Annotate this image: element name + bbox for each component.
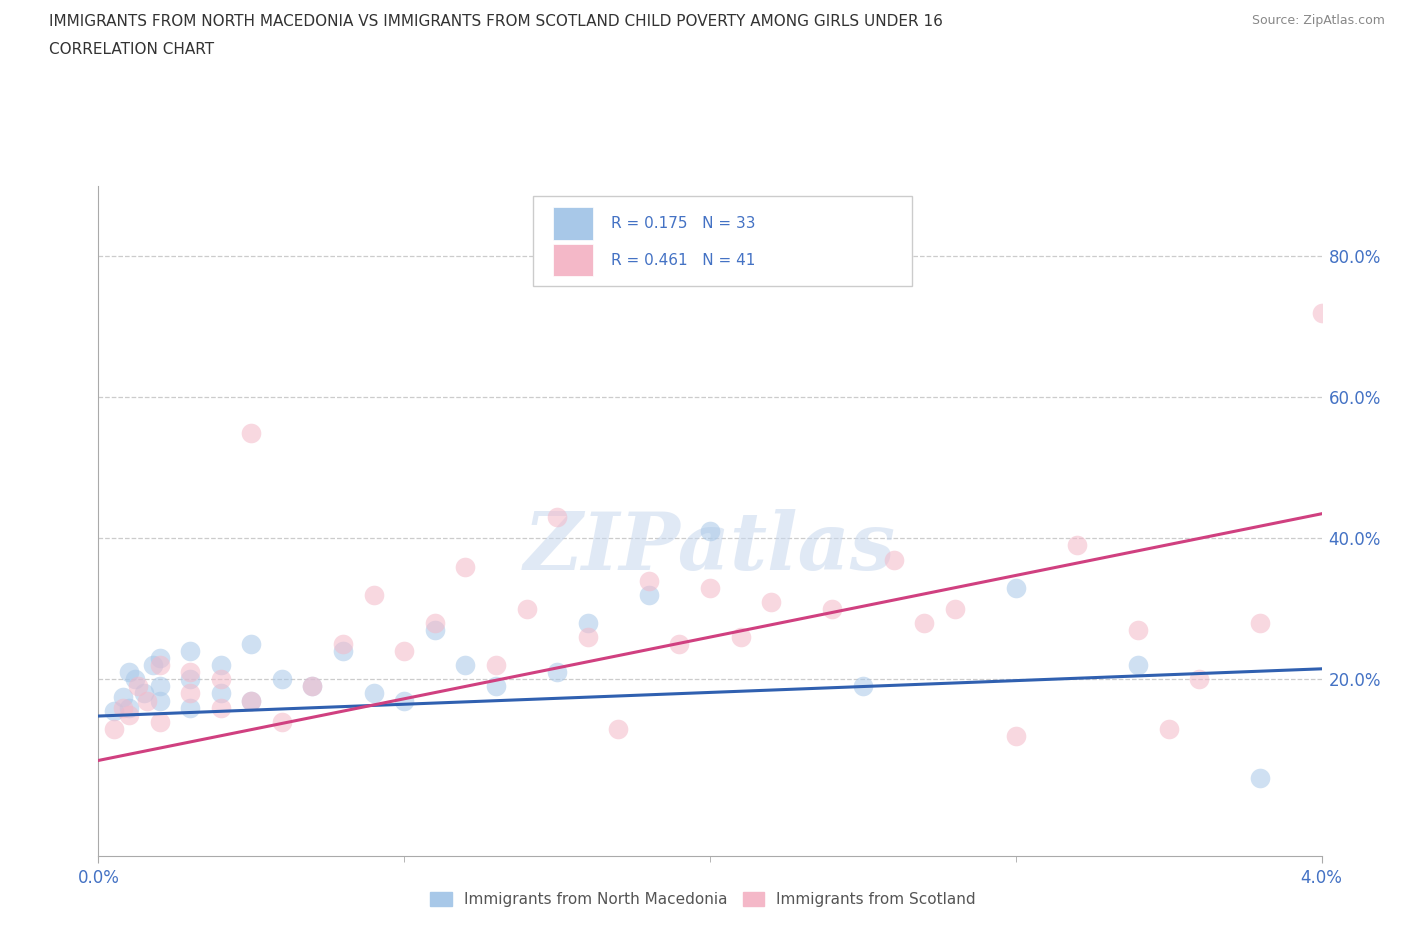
Point	[423, 622, 446, 637]
Point	[1157, 722, 1180, 737]
Point	[103, 704, 125, 719]
Bar	[554, 245, 592, 276]
Bar	[554, 207, 592, 240]
Point	[103, 722, 125, 737]
Point	[1004, 728, 1026, 743]
Point	[1188, 672, 1211, 687]
Point	[149, 679, 172, 694]
Point	[127, 679, 149, 694]
Text: Source: ZipAtlas.com: Source: ZipAtlas.com	[1251, 14, 1385, 27]
Point	[637, 573, 661, 588]
Point	[576, 616, 599, 631]
Point	[149, 693, 172, 708]
Point	[1066, 538, 1088, 553]
Point	[124, 672, 146, 687]
Point	[516, 602, 538, 617]
Text: CORRELATION CHART: CORRELATION CHART	[49, 42, 214, 57]
Text: ZIPatlas: ZIPatlas	[524, 509, 896, 586]
Point	[668, 637, 690, 652]
Point	[179, 700, 201, 715]
Point	[149, 651, 172, 666]
Text: IMMIGRANTS FROM NORTH MACEDONIA VS IMMIGRANTS FROM SCOTLAND CHILD POVERTY AMONG : IMMIGRANTS FROM NORTH MACEDONIA VS IMMIG…	[49, 14, 943, 29]
Point	[454, 559, 477, 574]
Point	[485, 679, 508, 694]
Point	[730, 630, 752, 644]
Point	[142, 658, 165, 672]
Point	[1004, 580, 1026, 595]
Point	[332, 644, 354, 658]
Point	[1128, 622, 1150, 637]
Point	[363, 686, 385, 701]
Point	[301, 679, 323, 694]
Point	[1310, 305, 1333, 320]
Point	[576, 630, 599, 644]
Point	[240, 693, 263, 708]
Point	[852, 679, 875, 694]
Point	[699, 580, 721, 595]
Legend: Immigrants from North Macedonia, Immigrants from Scotland: Immigrants from North Macedonia, Immigra…	[425, 885, 981, 913]
Point	[118, 700, 141, 715]
Point	[454, 658, 477, 672]
Point	[149, 714, 172, 729]
Point	[179, 644, 201, 658]
Point	[111, 700, 134, 715]
Point	[546, 510, 568, 525]
Point	[111, 689, 134, 704]
Point	[392, 693, 416, 708]
Point	[270, 672, 294, 687]
Point	[392, 644, 416, 658]
Point	[240, 425, 263, 440]
Point	[118, 707, 141, 722]
Text: R = 0.175   N = 33: R = 0.175 N = 33	[612, 216, 755, 231]
Point	[637, 588, 661, 603]
Point	[912, 616, 935, 631]
Point	[546, 665, 568, 680]
Point	[301, 679, 323, 694]
Point	[134, 686, 156, 701]
Point	[332, 637, 354, 652]
Point	[699, 524, 721, 538]
Point	[759, 594, 782, 609]
Point	[607, 722, 630, 737]
Point	[240, 693, 263, 708]
Point	[883, 552, 905, 567]
Point	[821, 602, 844, 617]
Point	[943, 602, 966, 617]
Point	[179, 665, 201, 680]
Point	[209, 700, 232, 715]
Point	[240, 637, 263, 652]
Point	[270, 714, 294, 729]
Point	[209, 672, 232, 687]
Point	[136, 693, 159, 708]
Text: R = 0.461   N = 41: R = 0.461 N = 41	[612, 253, 755, 268]
FancyBboxPatch shape	[533, 196, 912, 286]
Point	[179, 686, 201, 701]
Point	[209, 658, 232, 672]
Point	[209, 686, 232, 701]
Point	[363, 588, 385, 603]
Point	[485, 658, 508, 672]
Point	[118, 665, 141, 680]
Point	[423, 616, 446, 631]
Point	[1249, 771, 1271, 786]
Point	[179, 672, 201, 687]
Point	[1249, 616, 1271, 631]
Point	[1128, 658, 1150, 672]
Point	[149, 658, 172, 672]
